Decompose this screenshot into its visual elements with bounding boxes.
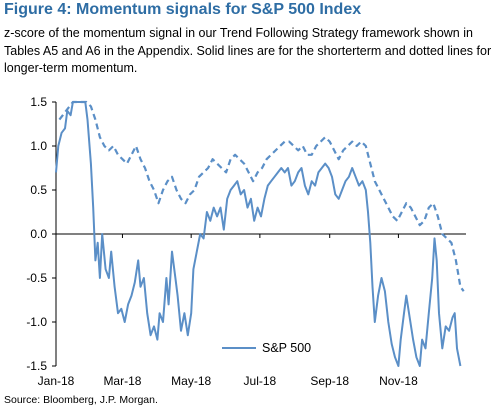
x-tick-label: Mar-18 xyxy=(103,374,141,388)
legend-background xyxy=(218,337,328,359)
x-tick-label: May-18 xyxy=(171,374,211,388)
x-tick-label: Jul-18 xyxy=(244,374,277,388)
x-tick-label: Nov-18 xyxy=(379,374,418,388)
series-line-sp500 xyxy=(55,101,462,367)
y-tick-label: -1.5 xyxy=(26,359,47,373)
y-tick-label: 1.0 xyxy=(30,139,47,153)
y-tick-label: 0.5 xyxy=(30,183,47,197)
series-line-longer-term xyxy=(58,100,465,292)
chart-subtitle: z-score of the momentum signal in our Tr… xyxy=(4,26,492,75)
y-tick-label: 0.0 xyxy=(30,227,47,241)
x-tick-label: Sep-18 xyxy=(310,374,349,388)
x-tick-label: Jan-18 xyxy=(38,374,75,388)
legend: S&P 500 xyxy=(218,337,328,359)
legend-label-sp500: S&P 500 xyxy=(262,341,311,355)
y-tick-label: -0.5 xyxy=(26,271,47,285)
y-tick-label: -1.0 xyxy=(26,315,47,329)
chart-title: Figure 4: Momentum signals for S&P 500 I… xyxy=(4,1,362,18)
source-note: Source: Bloomberg, J.P. Morgan. xyxy=(4,394,158,406)
y-tick-label: 1.5 xyxy=(30,95,47,109)
